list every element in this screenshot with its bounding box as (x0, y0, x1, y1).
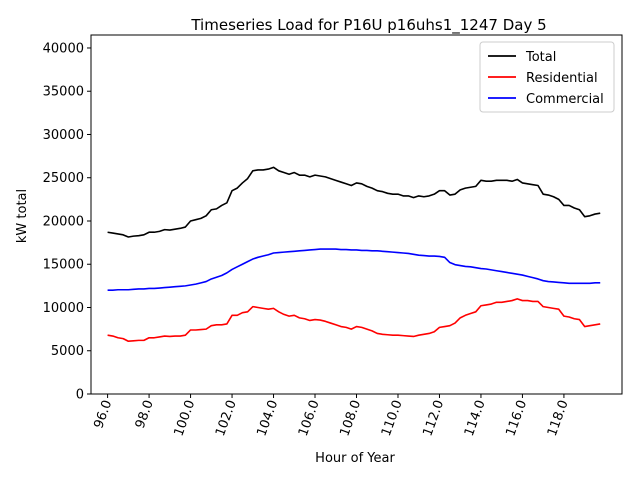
y-tick-label: 35000 (43, 85, 84, 100)
y-tick-label: 25000 (43, 171, 84, 186)
series-line-commercial (107, 248, 601, 291)
y-axis-label: kW total (15, 189, 30, 243)
legend-label-residential: Residential (526, 71, 598, 86)
y-tick-label: 30000 (43, 128, 84, 143)
legend-label-commercial: Commercial (526, 92, 604, 107)
y-tick-label: 0 (76, 388, 84, 403)
series-line-total (107, 166, 601, 238)
y-tick-label: 40000 (43, 41, 84, 56)
y-tick-label: 10000 (43, 301, 84, 316)
y-tick-label: 20000 (43, 214, 84, 229)
y-tick-label: 15000 (43, 258, 84, 273)
y-tick-label: 5000 (51, 344, 84, 359)
legend-box (479, 41, 615, 113)
series-line-residential (107, 298, 601, 343)
legend-label-total: Total (525, 50, 556, 65)
x-axis-label: Hour of Year (315, 451, 395, 466)
legend: Total Residential Commercial (479, 41, 615, 113)
chart-title: Timeseries Load for P16U p16uhs1_1247 Da… (190, 16, 546, 35)
